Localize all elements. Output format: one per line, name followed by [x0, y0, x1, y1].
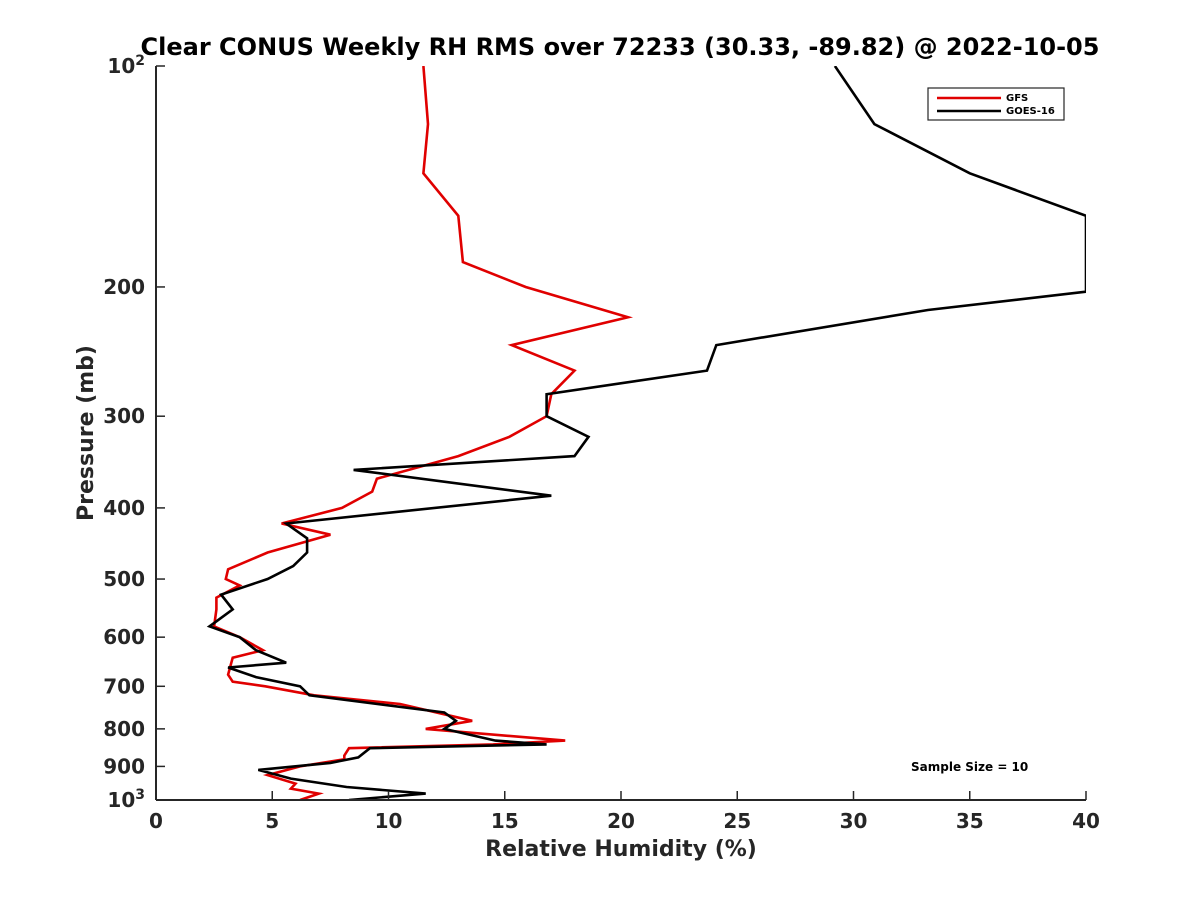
x-tick-label: 10	[375, 809, 403, 833]
legend: GFS GOES-16	[927, 87, 1065, 121]
x-tick-label: 40	[1072, 809, 1100, 833]
legend-box	[927, 87, 1065, 121]
y-tick-label: 400	[103, 496, 145, 520]
sample-size-annotation: Sample Size = 10	[911, 760, 1028, 774]
x-tick-label: 15	[491, 809, 519, 833]
y-tick-label: 900	[103, 754, 145, 778]
y-tick-label: 600	[103, 625, 145, 649]
legend-label-goes16: GOES-16	[1006, 106, 1055, 117]
y-ticks: 102 200 300 400 500 600 700 800 900 103	[103, 53, 165, 812]
x-tick-label: 0	[149, 809, 163, 833]
series-layer	[206, 66, 1086, 800]
y-tick-label: 700	[103, 674, 145, 698]
series-line-gfs	[212, 66, 634, 800]
legend-label-gfs: GFS	[1006, 93, 1028, 104]
plot-area	[156, 66, 1086, 800]
x-tick-label: 35	[956, 809, 984, 833]
x-tick-label: 5	[265, 809, 279, 833]
x-ticks: 0 5 10 15 20 25 30 35 40	[149, 791, 1100, 833]
y-tick-label: 300	[103, 404, 145, 428]
y-tick-label: 103	[107, 787, 145, 812]
y-tick-label: 102	[107, 53, 145, 78]
series-line-goes16	[206, 66, 1086, 800]
x-tick-label: 25	[723, 809, 751, 833]
y-tick-label: 500	[103, 567, 145, 591]
x-tick-label: 30	[840, 809, 868, 833]
x-axis-label: Relative Humidity (%)	[485, 837, 757, 862]
y-tick-label: 200	[103, 275, 145, 299]
chart-title: Clear CONUS Weekly RH RMS over 72233 (30…	[141, 33, 1100, 61]
x-tick-label: 20	[607, 809, 635, 833]
y-axis-label: Pressure (mb)	[74, 345, 99, 521]
y-tick-label: 800	[103, 717, 145, 741]
